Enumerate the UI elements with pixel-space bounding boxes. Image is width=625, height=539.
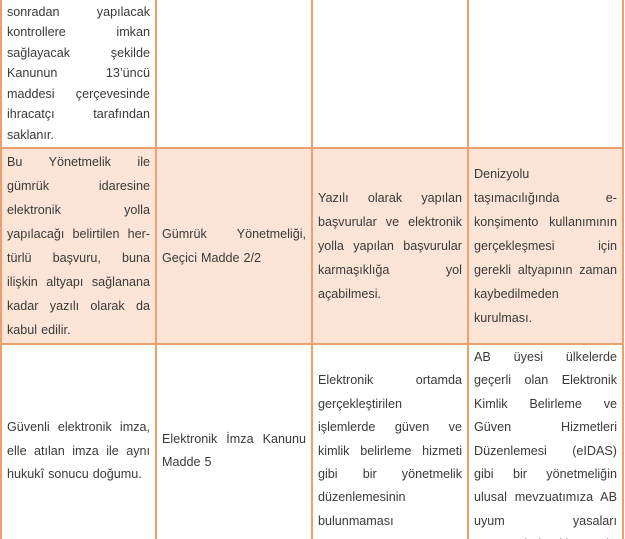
cell-r0-c0: sonradan yapılacak kontrollere imkan sağ… <box>0 0 157 149</box>
cell-r2-c1: Elektronik İmza Kanunu Madde 5 <box>155 342 313 539</box>
table-row-0: sonradan yapılacak kontrollere imkan sağ… <box>0 0 624 149</box>
cell-r1-c1: Gümrük Yönetmeliği, Geçici Madde 2/2 <box>155 147 313 345</box>
cell-r2-c0: Güvenli elektronik imza, elle atılan imz… <box>0 342 157 539</box>
cell-r1-c3: Denizyolu taşımacılığında e-konşimento k… <box>467 147 624 345</box>
cell-r2-c2: Elektronik ortamda gerçekleştirilen işle… <box>311 342 469 539</box>
cell-r0-c3 <box>467 0 624 149</box>
cell-r2-c3: AB üyesi ülkelerde geçerli olan Elektron… <box>467 342 624 539</box>
table-row-1: Bu Yönetmelik ile gümrük idaresine elekt… <box>0 147 624 345</box>
cell-r0-c2 <box>311 0 469 149</box>
table-row-2: Güvenli elektronik imza, elle atılan imz… <box>0 342 624 539</box>
cell-r1-c0: Bu Yönetmelik ile gümrük idaresine elekt… <box>0 147 157 345</box>
cell-r0-c1 <box>155 0 313 149</box>
cell-r1-c2: Yazılı olarak yapılan başvurular ve elek… <box>311 147 469 345</box>
